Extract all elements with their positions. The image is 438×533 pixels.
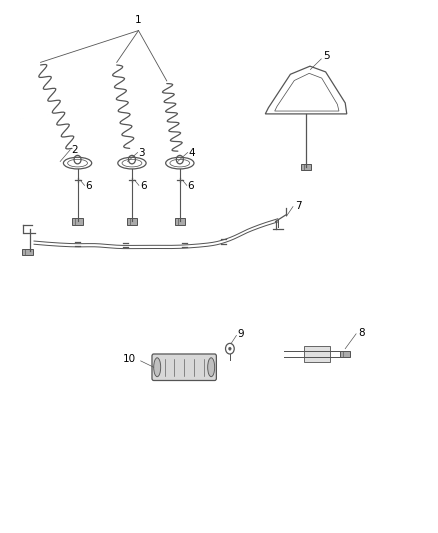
Bar (304, 346, 330, 362)
Bar (175, 218, 185, 224)
Text: 4: 4 (188, 148, 195, 158)
Circle shape (229, 347, 231, 350)
Text: 6: 6 (140, 181, 146, 191)
Bar (340, 351, 350, 357)
Bar (72, 218, 83, 224)
Text: 1: 1 (135, 15, 142, 25)
Text: 8: 8 (358, 328, 365, 338)
Text: 7: 7 (295, 200, 302, 211)
Bar (301, 164, 311, 170)
Ellipse shape (208, 358, 215, 377)
Bar (127, 218, 137, 224)
Ellipse shape (154, 358, 161, 377)
Text: 10: 10 (123, 354, 136, 364)
Text: 9: 9 (238, 329, 244, 339)
Text: 5: 5 (323, 51, 330, 61)
Bar (22, 249, 33, 255)
Text: 2: 2 (71, 145, 78, 155)
Text: 6: 6 (85, 181, 92, 191)
Text: 6: 6 (187, 181, 194, 191)
FancyBboxPatch shape (152, 354, 216, 381)
Text: 3: 3 (138, 148, 145, 158)
